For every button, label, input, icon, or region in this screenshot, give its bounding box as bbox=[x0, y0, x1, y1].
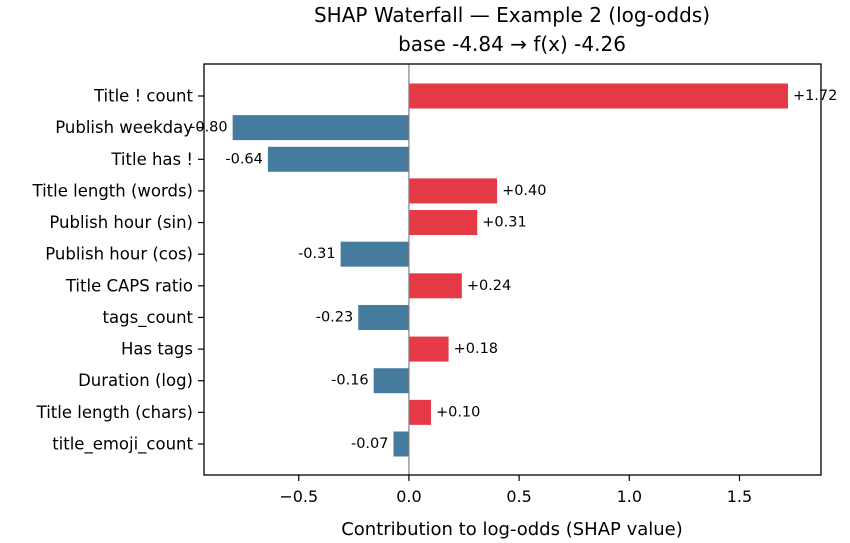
chart-title: SHAP Waterfall — Example 2 (log-odds) bbox=[314, 3, 710, 27]
data-label-tags-count: -0.23 bbox=[316, 309, 354, 325]
bar-title-length-chars bbox=[408, 399, 431, 425]
data-label-duration-log: -0.16 bbox=[331, 373, 369, 389]
bar-title-emoji-count bbox=[393, 431, 409, 457]
y-tick-label-tags-count: tags_count bbox=[103, 308, 194, 328]
axes-frame bbox=[203, 63, 822, 476]
x-tick-label-2: 0.5 bbox=[506, 487, 531, 506]
y-tick-label-publish-hour-cos: Publish hour (cos) bbox=[45, 245, 193, 264]
y-tick-label-title-emoji-count: title_emoji_count bbox=[52, 435, 193, 455]
bar-has-tags bbox=[408, 336, 449, 362]
y-tick-label-title-length-chars: Title length (chars) bbox=[36, 403, 193, 422]
bar-title-has bbox=[267, 146, 409, 172]
y-tick-label-title-has: Title has ! bbox=[110, 150, 193, 169]
y-tick-label-title-count: Title ! count bbox=[93, 87, 194, 106]
x-tick-label-4: 1.5 bbox=[727, 487, 752, 506]
data-label-publish-hour-cos: -0.31 bbox=[298, 246, 336, 262]
y-tick-label-publish-weekday: Publish weekday bbox=[55, 118, 193, 137]
data-label-publish-weekday: -0.80 bbox=[190, 120, 228, 136]
chart-subtitle: base -4.84 → f(x) -4.26 bbox=[398, 32, 626, 56]
bar-duration-log bbox=[373, 368, 409, 394]
data-label-title-has: -0.64 bbox=[225, 151, 263, 167]
data-label-title-length-chars: +0.10 bbox=[436, 404, 480, 420]
bar-publish-hour-sin bbox=[408, 210, 478, 236]
data-label-publish-hour-sin: +0.31 bbox=[482, 215, 526, 231]
y-tick-label-title-length-words: Title length (words) bbox=[32, 181, 193, 200]
y-tick-label-title-caps-ratio: Title CAPS ratio bbox=[65, 276, 193, 295]
data-label-title-caps-ratio: +0.24 bbox=[467, 278, 511, 294]
bar-title-length-words bbox=[408, 178, 498, 204]
bar-tags-count bbox=[358, 304, 409, 330]
bar-title-count bbox=[408, 83, 788, 109]
data-label-title-length-words: +0.40 bbox=[502, 183, 546, 199]
data-label-title-emoji-count: -0.07 bbox=[351, 436, 389, 452]
y-tick-label-publish-hour-sin: Publish hour (sin) bbox=[49, 213, 193, 232]
bar-title-caps-ratio bbox=[408, 273, 462, 299]
y-tick-label-has-tags: Has tags bbox=[121, 340, 193, 359]
plot-area: Title ! count +1.72 Publish weekday-0.80 Ti… bbox=[32, 63, 837, 506]
y-tick-label-duration-log: Duration (log) bbox=[78, 371, 193, 390]
bar-publish-hour-cos bbox=[340, 241, 409, 267]
data-label-title-count: +1.72 bbox=[793, 88, 837, 104]
x-tick-label-1: 0.0 bbox=[396, 487, 421, 506]
x-tick-label-3: 1.0 bbox=[617, 487, 642, 506]
data-label-has-tags: +0.18 bbox=[454, 341, 498, 357]
x-axis-label: Contribution to log-odds (SHAP value) bbox=[341, 519, 683, 540]
x-tick-label-0: −0.5 bbox=[279, 487, 318, 506]
bar-publish-weekday bbox=[232, 115, 409, 141]
